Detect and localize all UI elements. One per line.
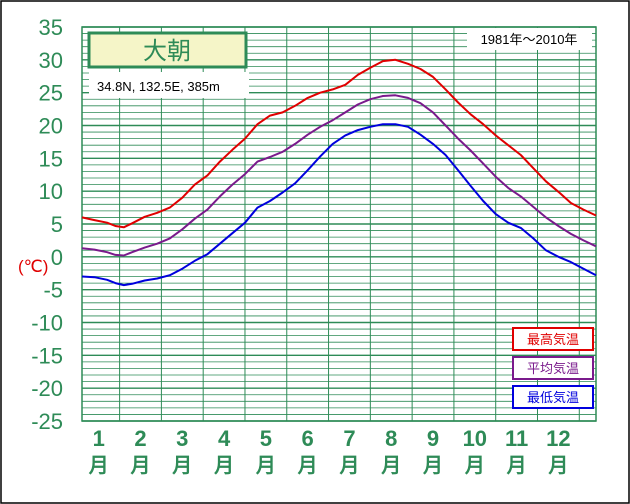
legend-label-min: 最低気温 [527,390,579,405]
x-tick-unit: 月 [506,455,527,477]
y-tick-label: 15 [39,146,63,171]
x-tick-label: 10 [463,426,487,451]
series-line-max [81,58,597,229]
x-tick-unit: 月 [171,455,192,477]
x-tick-label: 6 [302,426,314,451]
legend: 最高気温 平均気温 最低気温 [512,327,594,409]
series-line-mean [81,94,597,257]
legend-label-max: 最高気温 [527,332,579,347]
x-tick-unit: 月 [338,455,359,477]
x-tick-label: 3 [176,426,188,451]
x-tick-unit: 月 [297,455,318,477]
y-tick-label: 10 [39,179,63,204]
y-tick-label: -5 [43,278,63,303]
y-tick-labels: -25 -20 -15 -10 -5 0 5 10 15 20 25 30 35 [31,15,63,434]
x-tick-unit: 月 [88,455,109,477]
x-tick-unit: 月 [213,455,234,477]
y-axis-unit-label: (℃) [18,257,48,276]
x-tick-unit: 月 [422,455,443,477]
x-tick-labels: 1 月 2 月 3 月 4 月 5 月 6 月 7 月 8 月 9 月 10 月 11 月 12 月 [88,426,571,477]
x-tick-label: 1 [93,426,105,451]
series-lines [81,58,597,287]
y-tick-label: 20 [39,114,63,139]
x-tick-label: 8 [385,426,397,451]
period-label: 1981年〜2010年 [481,32,578,47]
y-tick-label: -20 [31,376,63,401]
legend-item-max [512,327,594,351]
x-tick-label: 5 [260,426,272,451]
series-line-min [81,123,597,287]
location-box [89,72,249,98]
x-tick-label: 12 [546,426,570,451]
chart-title: 大朝 [143,38,191,65]
location-label: 34.8N, 132.5E, 385m [97,79,220,94]
x-tick-unit: 月 [255,455,276,477]
y-tick-label: 30 [39,48,63,73]
y-tick-label: 5 [51,212,63,237]
x-tick-label: 2 [134,426,146,451]
x-tick-label: 7 [343,426,355,451]
legend-item-min [512,385,594,409]
y-tick-label: 35 [39,15,63,40]
title-box [87,31,248,69]
y-tick-label: -15 [31,343,63,368]
y-tick-label: 0 [51,245,63,270]
x-tick-unit: 月 [380,455,401,477]
x-tick-label: 4 [218,426,231,451]
x-tick-label: 11 [505,426,528,451]
period-box [467,28,592,50]
x-tick-unit: 月 [547,455,568,477]
legend-item-mean [512,356,594,380]
x-tick-unit: 月 [130,455,151,477]
x-tick-unit: 月 [464,455,485,477]
legend-label-mean: 平均気温 [527,361,579,376]
x-tick-label: 9 [427,426,439,451]
y-tick-label: -25 [31,409,63,434]
y-tick-label: -10 [31,311,63,336]
y-tick-label: 25 [39,81,63,106]
